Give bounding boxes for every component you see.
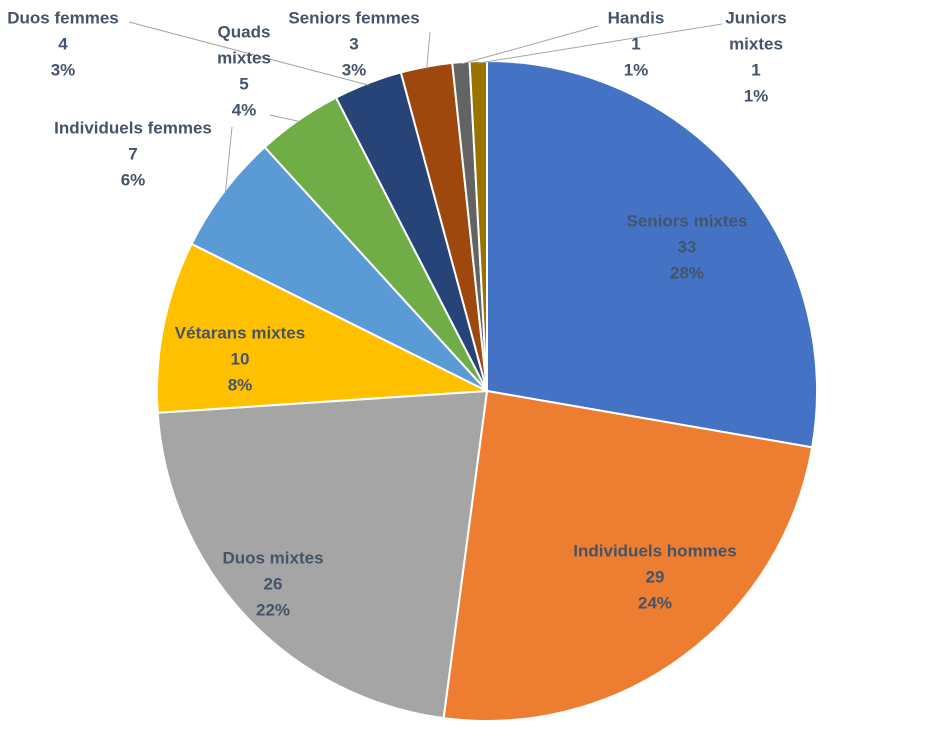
label-percent: 1% (624, 60, 649, 79)
data-label-duos-mixtes: Duos mixtes 26 22% (222, 548, 323, 619)
label-value: 1 (751, 60, 760, 79)
label-percent: 3% (342, 60, 367, 79)
label-name: Duos femmes (7, 8, 118, 27)
label-percent: 24% (638, 593, 672, 612)
label-percent: 8% (228, 375, 253, 394)
label-percent: 1% (744, 86, 769, 105)
label-value: 4 (58, 34, 68, 53)
slice-individuels-hommes (442, 390, 814, 722)
slice-duos-mixtes (156, 390, 488, 720)
data-label-individuels-hommes: Individuels hommes 29 24% (573, 541, 736, 612)
label-percent: 4% (232, 100, 257, 119)
leader-line-individuels-femmes (224, 126, 233, 194)
data-label-individuels-femmes: Individuels femmes 7 6% (54, 118, 212, 189)
label-percent: 28% (670, 263, 704, 282)
data-label-seniors-mixtes: Seniors mixtes 33 28% (627, 211, 748, 282)
label-value: 26 (264, 574, 283, 593)
pie-slices (156, 60, 818, 722)
label-value: 29 (646, 567, 665, 586)
slice-seniors-mixtes (486, 60, 818, 449)
data-label-vetarans-mixtes: Vétarans mixtes 10 8% (175, 323, 305, 394)
label-name: Quads (218, 22, 271, 41)
slice-vetarans-mixtes (156, 242, 488, 414)
data-label-quads-mixtes: Quads mixtes 5 4% (217, 22, 271, 119)
label-percent: 3% (51, 60, 76, 79)
data-label-handis: Handis 1 1% (608, 8, 665, 79)
label-name: Vétarans mixtes (175, 323, 305, 342)
label-percent: 22% (256, 600, 290, 619)
label-name: mixtes (217, 48, 271, 67)
label-name: Handis (608, 8, 665, 27)
label-name: Seniors femmes (288, 8, 419, 27)
label-name: Individuels femmes (54, 118, 212, 137)
label-name: Seniors mixtes (627, 211, 748, 230)
slice-individuels-femmes (190, 146, 488, 392)
label-percent: 6% (121, 170, 146, 189)
label-value: 5 (239, 74, 248, 93)
label-value: 1 (631, 34, 640, 53)
label-value: 7 (128, 144, 137, 163)
label-value: 33 (678, 237, 697, 256)
leader-line-quads-mixtes (269, 114, 301, 123)
data-label-duos-femmes: Duos femmes 4 3% (7, 8, 118, 79)
leader-line-duos-femmes (128, 21, 369, 86)
label-name: mixtes (729, 34, 783, 53)
label-value: 3 (349, 34, 358, 53)
leader-line-juniors-mixtes (478, 23, 723, 64)
leader-lines (128, 21, 723, 194)
label-name: Juniors (725, 8, 786, 27)
leader-line-handis (460, 25, 599, 65)
leader-line-seniors-femmes (426, 31, 431, 69)
label-name: Duos mixtes (222, 548, 323, 567)
data-label-juniors-mixtes: Juniors mixtes 1 1% (725, 8, 786, 105)
label-value: 10 (231, 349, 250, 368)
data-labels: Seniors mixtes 33 28% Individuels hommes 29 2… (7, 8, 786, 619)
label-name: Individuels hommes (573, 541, 736, 560)
data-label-seniors-femmes: Seniors femmes 3 3% (288, 8, 419, 79)
